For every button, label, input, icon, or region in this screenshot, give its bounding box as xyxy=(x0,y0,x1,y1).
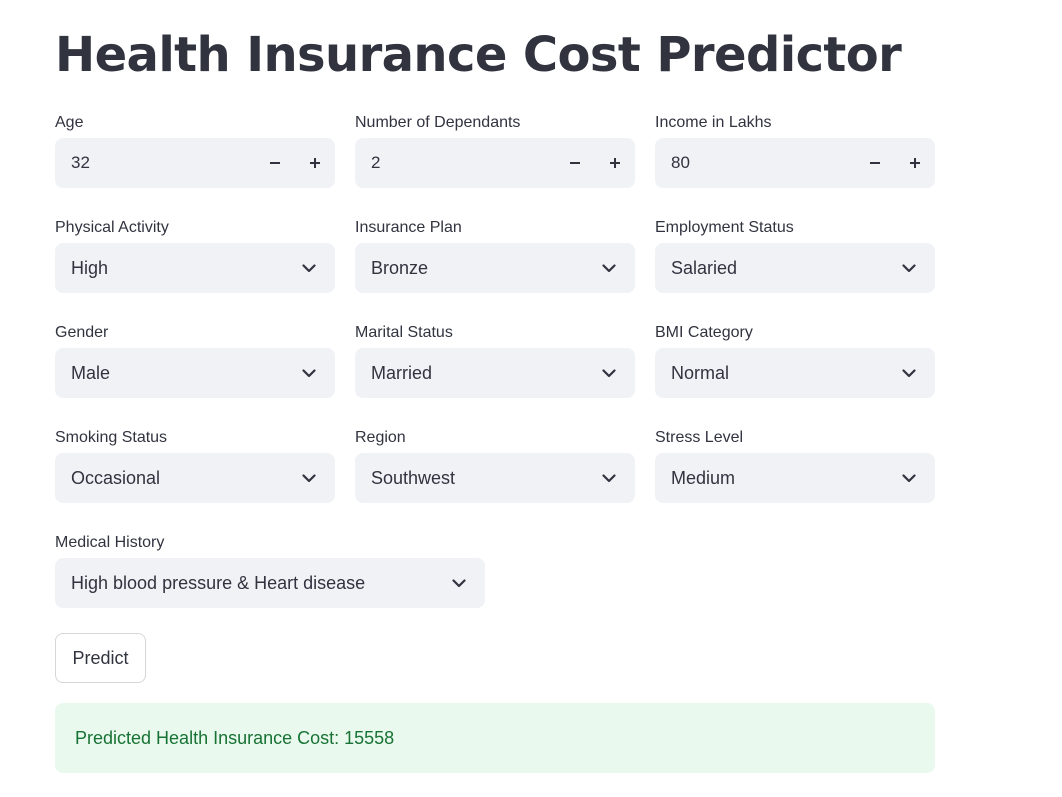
physical-activity-label: Physical Activity xyxy=(55,219,169,236)
dependants-increment-button[interactable] xyxy=(595,138,635,188)
income-field: Income in Lakhs 80 xyxy=(655,113,935,193)
employment-status-select[interactable]: Salaried xyxy=(655,243,935,293)
insurance-plan-select[interactable]: Bronze xyxy=(355,243,635,293)
smoking-status-field: Smoking Status Occasional xyxy=(55,428,335,508)
age-increment-button[interactable] xyxy=(295,138,335,188)
gender-value: Male xyxy=(71,363,111,383)
chevron-down-icon xyxy=(901,453,917,503)
region-field: Region Southwest xyxy=(355,428,635,508)
medical-history-label: Medical History xyxy=(55,534,165,551)
dependants-decrement-button[interactable] xyxy=(555,138,595,188)
minus-icon xyxy=(869,157,881,169)
bmi-category-select[interactable]: Normal xyxy=(655,348,935,398)
plus-icon xyxy=(309,157,321,169)
plus-icon xyxy=(609,157,621,169)
insurance-plan-value: Bronze xyxy=(371,258,429,278)
plus-icon xyxy=(909,157,921,169)
smoking-status-select[interactable]: Occasional xyxy=(55,453,335,503)
physical-activity-select[interactable]: High xyxy=(55,243,335,293)
chevron-down-icon xyxy=(901,348,917,398)
income-value[interactable]: 80 xyxy=(671,153,690,172)
gender-label: Gender xyxy=(55,324,109,341)
employment-status-field: Employment Status Salaried xyxy=(655,218,935,298)
chevron-down-icon xyxy=(451,558,467,608)
minus-icon xyxy=(269,157,281,169)
chevron-down-icon xyxy=(601,348,617,398)
dependants-label: Number of Dependants xyxy=(355,114,521,131)
stress-level-label: Stress Level xyxy=(655,429,744,446)
prediction-result-text: Predicted Health Insurance Cost: 15558 xyxy=(75,728,395,748)
chevron-down-icon xyxy=(301,243,317,293)
chevron-down-icon xyxy=(601,243,617,293)
employment-status-label: Employment Status xyxy=(655,219,794,236)
marital-status-value: Married xyxy=(371,363,433,383)
dependants-value[interactable]: 2 xyxy=(371,153,381,172)
bmi-category-field: BMI Category Normal xyxy=(655,323,935,403)
bmi-category-label: BMI Category xyxy=(655,324,753,341)
stress-level-field: Stress Level Medium xyxy=(655,428,935,508)
employment-status-value: Salaried xyxy=(671,258,738,278)
marital-status-field: Marital Status Married xyxy=(355,323,635,403)
predict-button[interactable]: Predict xyxy=(55,633,146,683)
chevron-down-icon xyxy=(601,453,617,503)
region-select[interactable]: Southwest xyxy=(355,453,635,503)
page-title: Health Insurance Cost Predictor xyxy=(55,27,902,83)
physical-activity-field: Physical Activity High xyxy=(55,218,335,298)
marital-status-label: Marital Status xyxy=(355,324,453,341)
dependants-input[interactable]: 2 xyxy=(355,138,635,188)
smoking-status-value: Occasional xyxy=(71,468,161,488)
chevron-down-icon xyxy=(901,243,917,293)
medical-history-select[interactable]: High blood pressure & Heart disease xyxy=(55,558,485,608)
region-value: Southwest xyxy=(371,468,456,488)
dependants-field: Number of Dependants 2 xyxy=(355,113,635,193)
minus-icon xyxy=(569,157,581,169)
smoking-status-label: Smoking Status xyxy=(55,429,168,446)
income-increment-button[interactable] xyxy=(895,138,935,188)
stress-level-select[interactable]: Medium xyxy=(655,453,935,503)
medical-history-field: Medical History High blood pressure & He… xyxy=(55,533,485,613)
stress-level-value: Medium xyxy=(671,468,736,488)
chevron-down-icon xyxy=(301,348,317,398)
insurance-plan-field: Insurance Plan Bronze xyxy=(355,218,635,298)
marital-status-select[interactable]: Married xyxy=(355,348,635,398)
age-decrement-button[interactable] xyxy=(255,138,295,188)
gender-select[interactable]: Male xyxy=(55,348,335,398)
income-label: Income in Lakhs xyxy=(655,114,772,131)
income-decrement-button[interactable] xyxy=(855,138,895,188)
age-value[interactable]: 32 xyxy=(71,153,90,172)
region-label: Region xyxy=(355,429,406,446)
gender-field: Gender Male xyxy=(55,323,335,403)
age-label: Age xyxy=(55,114,84,131)
age-field: Age 32 xyxy=(55,113,335,193)
bmi-category-value: Normal xyxy=(671,363,730,383)
chevron-down-icon xyxy=(301,453,317,503)
age-input[interactable]: 32 xyxy=(55,138,335,188)
physical-activity-value: High xyxy=(71,258,109,278)
medical-history-value: High blood pressure & Heart disease xyxy=(71,573,366,593)
income-input[interactable]: 80 xyxy=(655,138,935,188)
prediction-result-alert: Predicted Health Insurance Cost: 15558 xyxy=(55,703,935,773)
insurance-plan-label: Insurance Plan xyxy=(355,219,462,236)
